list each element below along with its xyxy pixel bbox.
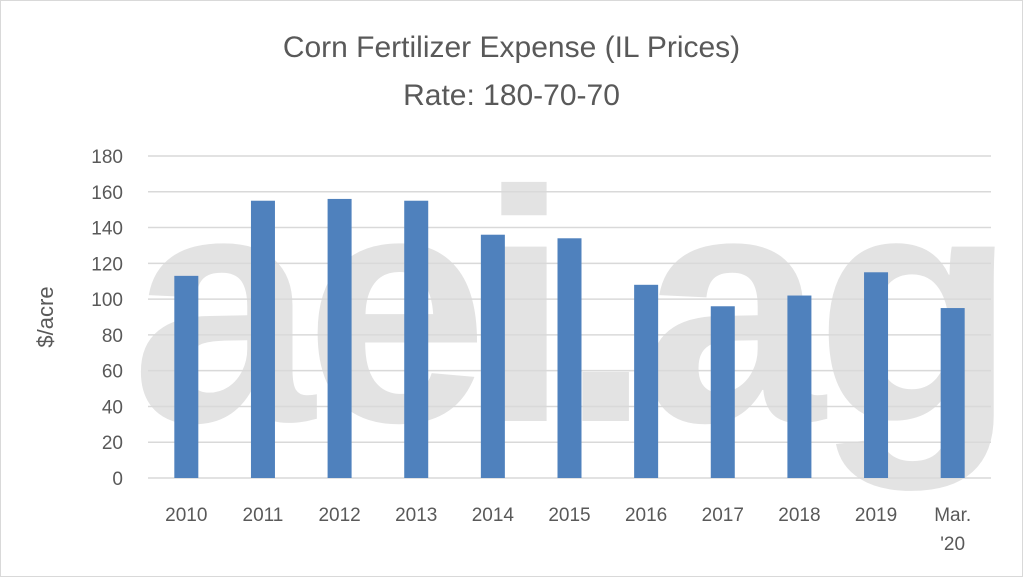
x-tick-label: Mar.: [934, 505, 971, 526]
y-tick-label: 100: [91, 290, 123, 311]
x-tick-label: 2012: [318, 505, 360, 526]
x-tick-label: 2016: [625, 505, 667, 526]
bar: [940, 308, 965, 478]
chart-title: Corn Fertilizer Expense (IL Prices): [282, 31, 741, 64]
bar: [480, 234, 505, 478]
x-tick-label: 2011: [243, 505, 284, 526]
y-tick-label: 0: [112, 469, 123, 490]
y-axis-label: $/acre: [33, 286, 58, 347]
bar: [634, 284, 659, 478]
bar: [787, 295, 812, 478]
x-tick-label: 2017: [702, 505, 744, 526]
y-tick-label: 160: [91, 183, 123, 204]
x-tick-label: 2015: [548, 505, 590, 526]
y-tick-label: 120: [91, 254, 123, 275]
y-tick-label: 180: [91, 147, 123, 168]
x-tick-label: 2019: [855, 505, 897, 526]
x-tick-label: 2014: [472, 505, 515, 526]
bar: [174, 275, 199, 478]
y-tick-label: 40: [102, 397, 123, 418]
chart-subtitle: Rate: 180-70-70: [403, 79, 620, 112]
bar: [327, 198, 352, 478]
y-tick-label: 80: [102, 326, 123, 347]
y-tick-label: 60: [102, 362, 123, 383]
bar: [710, 306, 735, 478]
x-tick-label: 2018: [778, 505, 820, 526]
x-tick-label: 2013: [395, 505, 437, 526]
x-tick-label: '20: [940, 534, 965, 555]
bar: [557, 238, 582, 478]
y-tick-label: 20: [102, 433, 123, 454]
bar: [864, 272, 889, 478]
y-tick-label: 140: [91, 219, 123, 240]
bar: [404, 200, 429, 478]
x-tick-label: 2010: [165, 505, 207, 526]
bar: [250, 200, 275, 478]
